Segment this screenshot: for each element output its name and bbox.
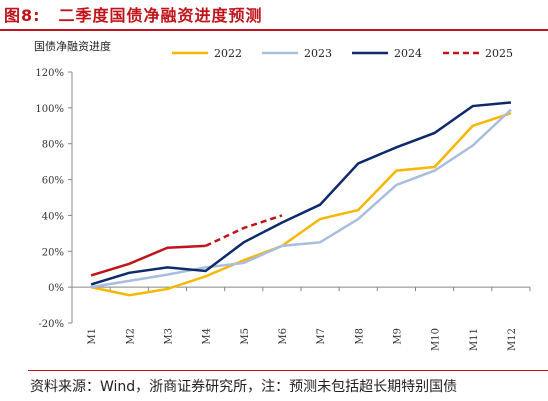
series-lines (90, 101, 512, 297)
x-tick-label: M10 (431, 328, 442, 351)
series-line-2025-forecast (205, 214, 283, 248)
legend: 2022 2023 2024 2025 (172, 47, 513, 60)
x-tick-label: M1 (87, 328, 98, 345)
x-tick-label: M2 (125, 328, 136, 345)
series-line-2022 (90, 112, 512, 297)
x-tick-label: M3 (163, 328, 174, 345)
x-tick-label: M4 (202, 328, 213, 345)
y-tick-label: 80% (42, 140, 64, 151)
x-tick-label: M9 (392, 328, 403, 345)
x-tick-label: M5 (240, 328, 251, 345)
legend-label-2024: 2024 (394, 47, 422, 60)
axes: 120% 100% 80% 60% 40% 20% 0% -20% M1 M2 M3 M4 M5 M6 M7… (35, 68, 531, 351)
y-tick-label: 20% (42, 247, 64, 258)
legend-label-2025: 2025 (485, 47, 513, 60)
x-tick-label: M8 (354, 328, 365, 345)
footer-divider (28, 370, 548, 371)
y-axis-label: 国债净融资进度 (34, 39, 111, 53)
figure-title: 图8: 二季度国债净融资进度预测 (4, 2, 263, 26)
x-tick-label: M7 (316, 328, 327, 345)
x-tick-label: M11 (469, 328, 480, 351)
figure-number: 图8: (4, 6, 41, 25)
figure-title-text: 二季度国债净融资进度预测 (58, 6, 263, 25)
series-line-2025-actual (90, 244, 206, 277)
series-line-2023 (90, 108, 512, 289)
source-footnote: 资料来源：Wind，浙商证券研究所，注：预测未包括超长期特别国债 (30, 379, 458, 395)
y-tick-label: -20% (38, 319, 64, 330)
legend-label-2023: 2023 (304, 47, 332, 60)
y-tick-label: 60% (42, 176, 64, 187)
y-tick-label: 100% (35, 104, 64, 115)
y-tick-label: 120% (35, 68, 64, 79)
title-divider (0, 29, 548, 31)
y-tick-label: 40% (42, 211, 64, 222)
x-tick-label: M6 (278, 328, 289, 345)
legend-label-2022: 2022 (214, 47, 242, 60)
x-tick-label: M12 (507, 328, 518, 351)
y-tick-label: 0% (48, 283, 64, 294)
line-chart: 120% 100% 80% 60% 40% 20% 0% -20% M1 M2 M3 M4 M5 M6 M7… (34, 39, 531, 351)
series-line-2024 (90, 101, 512, 286)
